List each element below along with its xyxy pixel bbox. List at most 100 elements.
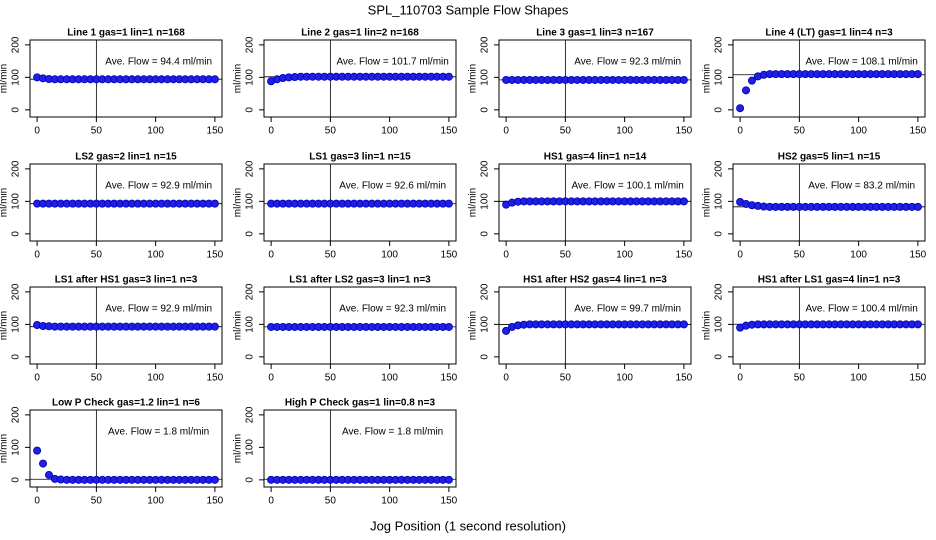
x-tick-label: 100: [616, 126, 633, 137]
x-tick-label: 50: [794, 373, 806, 384]
x-tick-label: 0: [503, 373, 509, 384]
x-tick-label: 100: [616, 373, 633, 384]
y-tick-label: 0: [11, 477, 22, 483]
annotation: Ave. Flow = 92.3 ml/min: [339, 304, 446, 315]
data-point: [210, 75, 219, 84]
panel-title: Line 3 gas=1 lin=3 n=167: [536, 28, 654, 39]
chart-title: SPL_110703 Sample Flow Shapes: [368, 2, 569, 17]
y-axis-label: ml/min: [0, 434, 10, 463]
y-tick-label: 0: [245, 107, 256, 113]
data-point: [210, 475, 219, 484]
y-tick-label: 100: [11, 316, 22, 333]
y-tick-label: 100: [714, 193, 725, 210]
data-point: [679, 75, 688, 84]
y-tick-label: 0: [714, 107, 725, 113]
y-axis-label: ml/min: [0, 64, 10, 93]
data-point: [736, 104, 745, 113]
x-tick-label: 100: [381, 496, 398, 507]
y-tick-label: 100: [245, 316, 256, 333]
annotation: Ave. Flow = 92.3 ml/min: [574, 57, 681, 68]
plot-frame: [732, 163, 926, 242]
data-point: [444, 475, 453, 484]
y-tick-label: 100: [11, 439, 22, 456]
annotation: Ave. Flow = 1.8 ml/min: [342, 427, 443, 438]
data-point: [39, 459, 48, 468]
x-tick-label: 0: [737, 126, 743, 137]
x-tick-label: 50: [794, 126, 806, 137]
y-tick-label: 0: [11, 231, 22, 237]
annotation: Ave. Flow = 101.7 ml/min: [336, 57, 448, 68]
plot-frame: [263, 409, 457, 488]
x-tick-label: 50: [325, 496, 337, 507]
y-tick-label: 200: [245, 406, 256, 423]
x-tick-label: 0: [268, 126, 274, 137]
plot-frame: [732, 39, 926, 118]
x-tick-label: 150: [441, 250, 458, 261]
panel-title: Low P Check gas=1.2 lin=1 n=6: [52, 398, 200, 409]
data-point: [33, 446, 42, 455]
annotation: Ave. Flow = 100.1 ml/min: [571, 181, 683, 192]
x-tick-label: 50: [91, 373, 103, 384]
data-point: [913, 202, 922, 211]
y-axis-label: ml/min: [233, 64, 244, 93]
data-point: [444, 322, 453, 331]
x-tick-label: 150: [441, 373, 458, 384]
y-tick-label: 200: [11, 283, 22, 300]
x-tick-label: 50: [325, 250, 337, 261]
y-tick-label: 0: [245, 231, 256, 237]
y-tick-label: 200: [245, 160, 256, 177]
y-tick-label: 200: [11, 36, 22, 53]
y-tick-label: 200: [11, 160, 22, 177]
x-tick-label: 100: [147, 250, 164, 261]
y-tick-label: 100: [11, 193, 22, 210]
annotation: Ave. Flow = 94.4 ml/min: [105, 57, 212, 68]
panel-title: Line 2 gas=1 lin=2 n=168: [301, 28, 419, 39]
x-tick-label: 0: [34, 373, 40, 384]
x-tick-label: 50: [91, 496, 103, 507]
plot-frame: [263, 163, 457, 242]
x-tick-label: 150: [676, 373, 693, 384]
y-tick-label: 200: [714, 160, 725, 177]
x-tick-label: 50: [560, 373, 572, 384]
data-point: [742, 86, 751, 95]
y-axis-label: ml/min: [0, 188, 10, 217]
y-tick-label: 0: [11, 107, 22, 113]
x-tick-label: 150: [207, 496, 224, 507]
x-tick-label: 0: [737, 373, 743, 384]
y-tick-label: 100: [245, 69, 256, 86]
data-point: [913, 320, 922, 329]
data-point: [210, 322, 219, 331]
x-tick-label: 0: [34, 496, 40, 507]
y-axis-label: ml/min: [702, 188, 713, 217]
plot-frame: [29, 39, 223, 118]
x-tick-label: 150: [441, 496, 458, 507]
data-point: [502, 326, 511, 335]
x-tick-label: 100: [850, 250, 867, 261]
plot-frame: [498, 286, 692, 365]
y-axis-label: ml/min: [468, 188, 479, 217]
plot-frame: [263, 286, 457, 365]
x-tick-label: 150: [207, 250, 224, 261]
plot-frame: [29, 286, 223, 365]
annotation: Ave. Flow = 99.7 ml/min: [574, 304, 681, 315]
x-tick-label: 0: [503, 250, 509, 261]
annotation: Ave. Flow = 1.8 ml/min: [108, 427, 209, 438]
y-axis-label: ml/min: [468, 64, 479, 93]
panel-title: HS1 after HS2 gas=4 lin=1 n=3: [523, 275, 667, 286]
x-tick-label: 50: [91, 250, 103, 261]
x-tick-label: 150: [676, 126, 693, 137]
annotation: Ave. Flow = 92.9 ml/min: [105, 181, 212, 192]
y-tick-label: 100: [714, 69, 725, 86]
x-tick-label: 100: [850, 126, 867, 137]
y-tick-label: 0: [714, 231, 725, 237]
y-axis-label: ml/min: [233, 188, 244, 217]
y-tick-label: 100: [480, 316, 491, 333]
x-tick-label: 150: [910, 373, 927, 384]
data-point: [913, 70, 922, 79]
x-tick-label: 0: [737, 250, 743, 261]
annotation: Ave. Flow = 92.6 ml/min: [339, 181, 446, 192]
x-tick-label: 100: [850, 373, 867, 384]
x-tick-label: 50: [325, 373, 337, 384]
data-point: [444, 199, 453, 208]
panel-title: LS1 gas=3 lin=1 n=15: [309, 152, 411, 163]
